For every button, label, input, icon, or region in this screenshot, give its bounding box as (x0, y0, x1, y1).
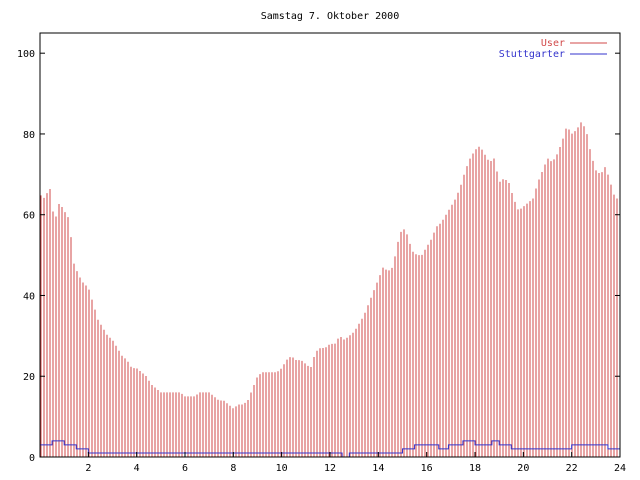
x-tick-label: 12 (324, 463, 336, 474)
y-tick-label: 40 (23, 291, 35, 302)
y-tick-label: 80 (23, 130, 35, 141)
legend: User Stuttgarter (499, 38, 607, 60)
y-tick-label: 60 (23, 211, 35, 222)
x-tick-label: 10 (276, 463, 288, 474)
y-tick-label: 100 (17, 49, 35, 60)
x-tick-label: 20 (517, 463, 529, 474)
x-tick-label: 16 (421, 463, 433, 474)
x-tick-label: 2 (85, 463, 91, 474)
x-axis: 2 4 6 8 10 12 14 16 18 20 22 24 (85, 452, 626, 474)
x-tick-label: 8 (230, 463, 236, 474)
y-tick-label: 0 (29, 453, 35, 464)
x-tick-label: 14 (372, 463, 384, 474)
x-tick-label: 22 (566, 463, 578, 474)
legend-label-user: User (541, 38, 565, 49)
x-tick-label: 4 (134, 463, 140, 474)
stuttgarter-line (40, 440, 621, 458)
x-tick-label: 24 (614, 463, 626, 474)
y-tick-label: 20 (23, 372, 35, 383)
chart-title: Samstag 7. Oktober 2000 (261, 11, 399, 22)
user-bars (40, 122, 618, 457)
legend-label-stuttgarter: Stuttgarter (499, 49, 565, 60)
x-tick-label: 18 (469, 463, 481, 474)
y-axis: 0 20 40 60 80 100 (17, 49, 620, 464)
x-tick-label: 6 (182, 463, 188, 474)
